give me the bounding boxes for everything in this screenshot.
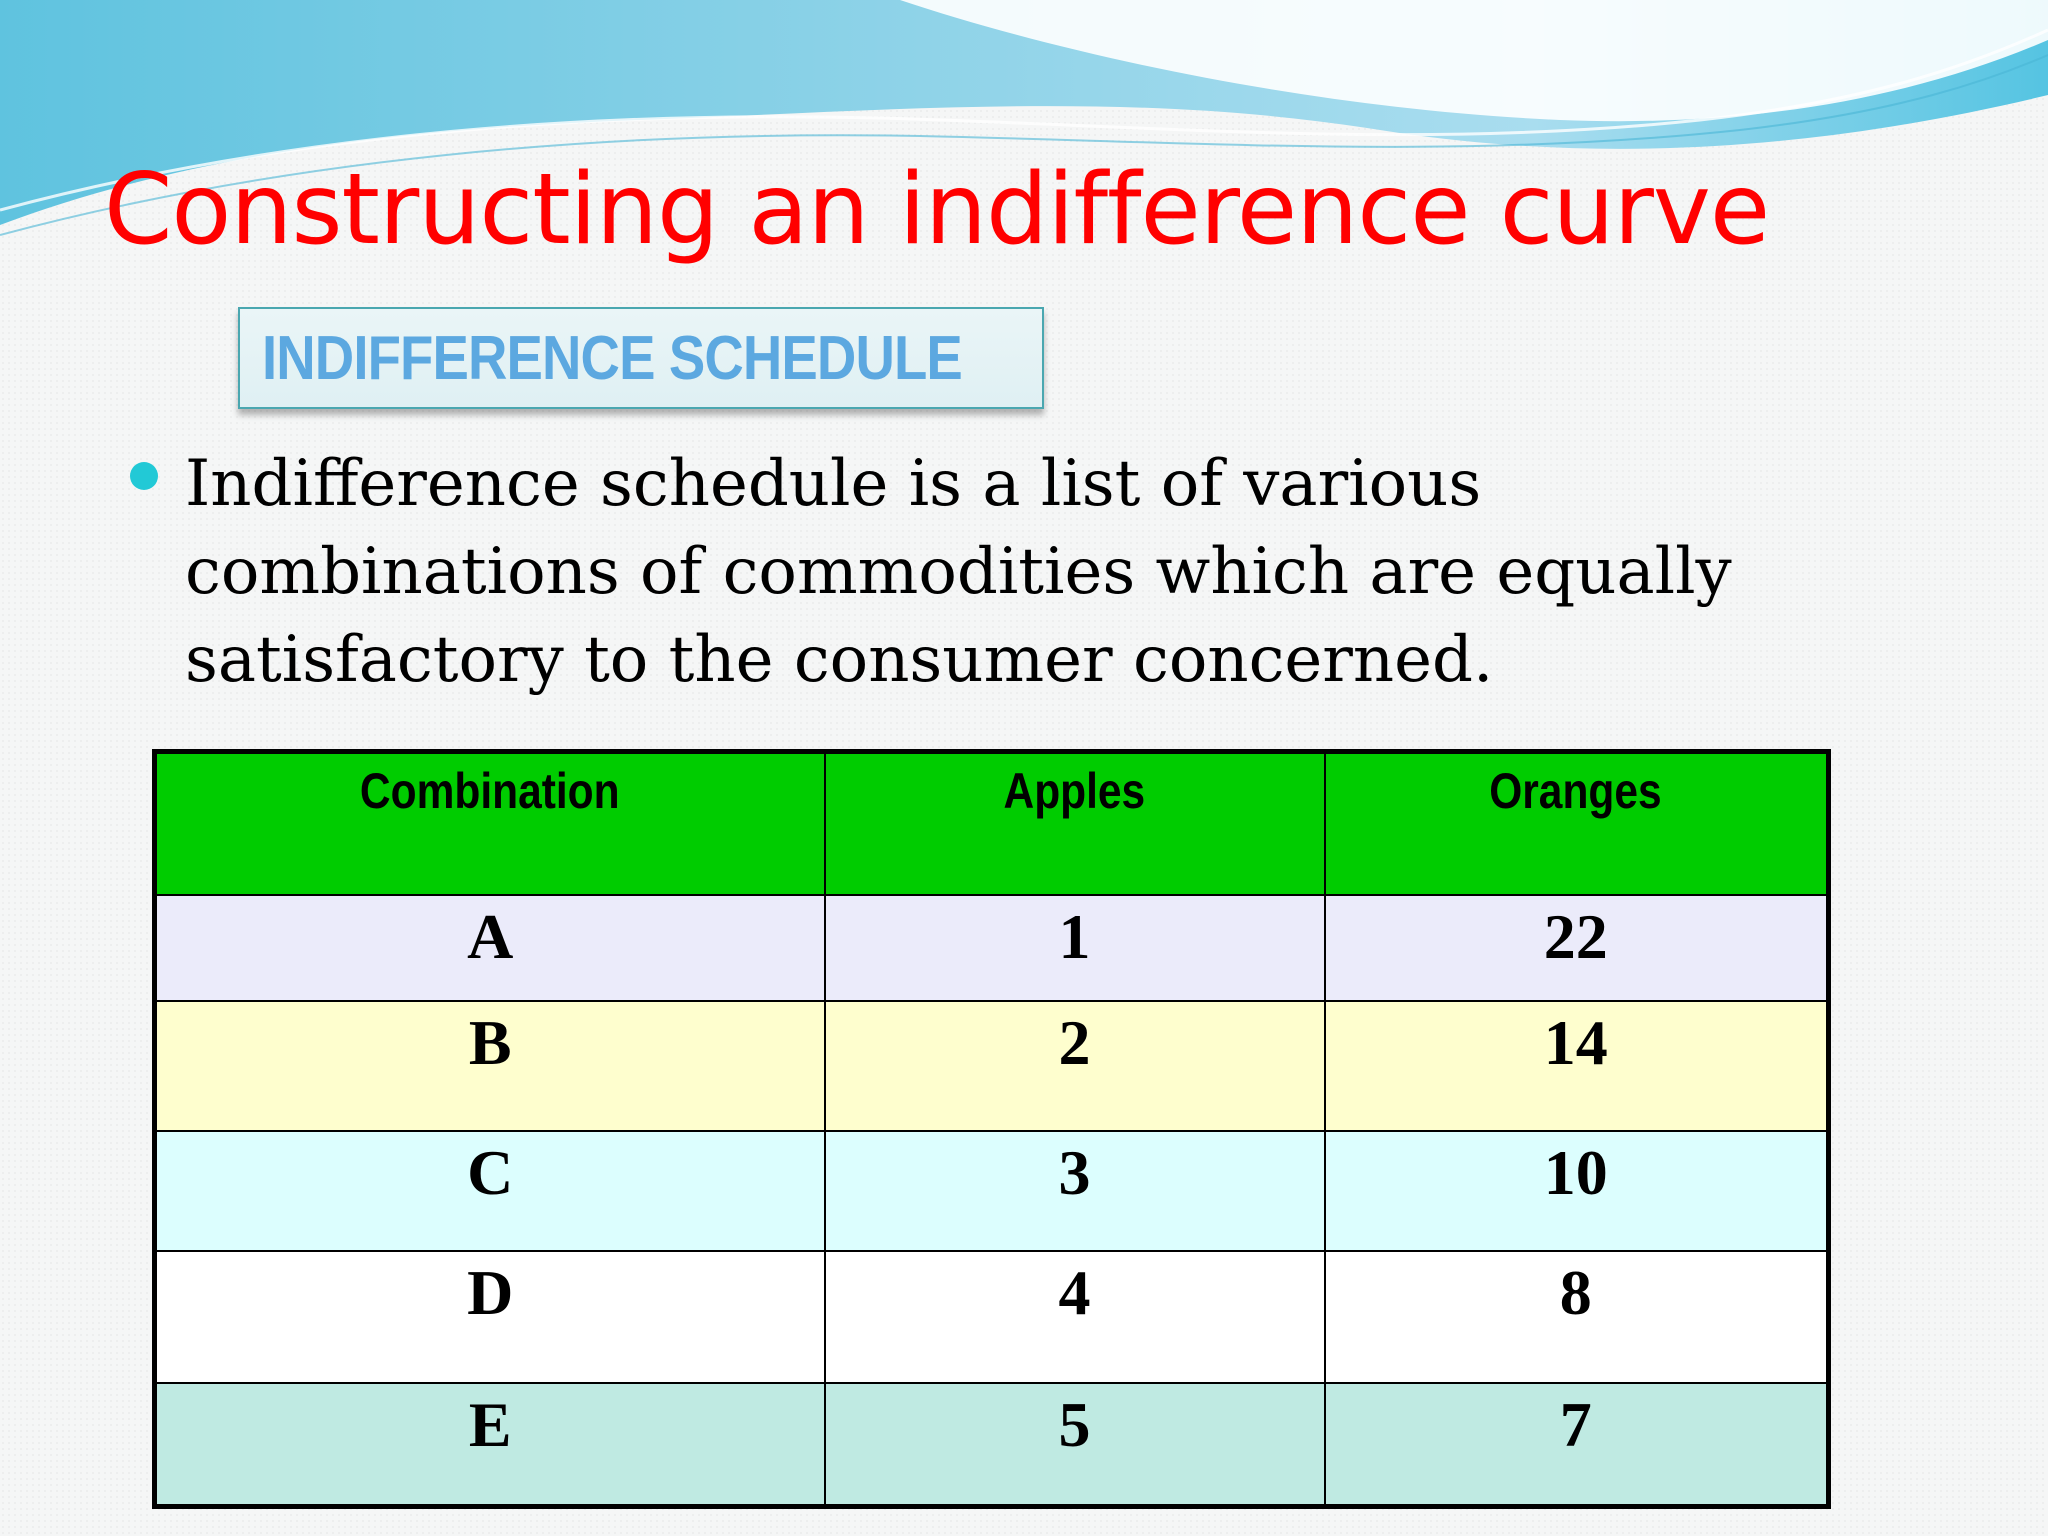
cell-oranges: 7	[1323, 1382, 1830, 1508]
wave-decoration	[0, 0, 2048, 236]
header-oranges: Oranges	[1323, 750, 1830, 896]
bullet-dot-icon	[130, 462, 158, 490]
cell-combination: A	[153, 894, 826, 1002]
table-row: C 3 10	[153, 1130, 1830, 1252]
table-row: E 5 7	[153, 1382, 1830, 1508]
cell-oranges: 10	[1323, 1130, 1830, 1252]
header-apples: Apples	[823, 750, 1326, 896]
cell-combination: E	[153, 1382, 826, 1508]
cell-apples: 4	[823, 1250, 1326, 1384]
header-combination: Combination	[153, 750, 826, 896]
table-row: A 1 22	[153, 894, 1830, 1002]
section-label-box: INDIFFERENCE SCHEDULE	[238, 307, 1044, 409]
cell-oranges: 22	[1323, 894, 1830, 1002]
slide-title: Constructing an indifference curve	[104, 153, 1770, 267]
table-row: B 2 14	[153, 1000, 1830, 1132]
cell-combination: B	[153, 1000, 826, 1132]
table-row: D 4 8	[153, 1250, 1830, 1384]
cell-combination: D	[153, 1250, 826, 1384]
bullet-text: Indifference schedule is a list of vario…	[185, 447, 1732, 697]
cell-combination: C	[153, 1130, 826, 1252]
table-header-row: Combination Apples Oranges	[153, 750, 1830, 896]
section-label: INDIFFERENCE SCHEDULE	[262, 323, 963, 393]
indifference-schedule-table: Combination Apples Oranges A 1 22 B 2 14…	[152, 749, 1831, 1509]
cell-apples: 2	[823, 1000, 1326, 1132]
cell-oranges: 14	[1323, 1000, 1830, 1132]
cell-apples: 5	[823, 1382, 1326, 1508]
cell-apples: 3	[823, 1130, 1326, 1252]
cell-oranges: 8	[1323, 1250, 1830, 1384]
cell-apples: 1	[823, 894, 1326, 1002]
